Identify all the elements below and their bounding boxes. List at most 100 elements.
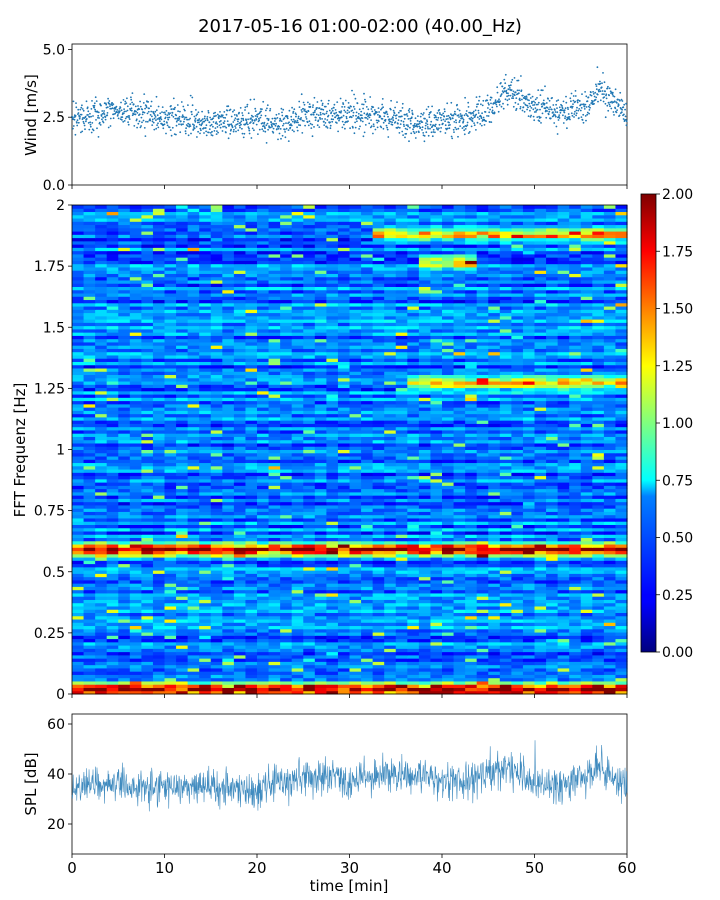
spectrogram-cell [152,632,166,636]
spectrogram-cell [95,596,108,600]
spectrogram-cell [534,596,547,600]
wind-point [126,109,129,112]
wind-point [170,105,172,107]
spectrogram-cell [164,619,177,623]
spectrogram-cell [83,498,96,503]
spectrogram-cell [314,514,327,519]
spectrogram-cell [303,628,316,633]
spectrogram-cell [465,521,478,525]
wind-point [607,101,610,104]
spectrogram-cell [199,514,212,519]
wind-point [192,126,195,128]
spectrogram-cell [361,504,374,509]
spectrogram-cell [522,544,536,548]
spectrogram-cell [337,563,351,568]
spectrogram-cell [164,625,177,630]
spectrogram-cell [569,560,582,565]
wind-point [139,100,142,103]
spectrogram-cell [95,560,108,565]
spectrogram-cell [395,527,408,532]
spectrogram-cell [257,563,270,568]
spectrogram-cell [592,576,605,581]
wind-point [463,125,465,128]
spectrogram-cell [453,550,466,555]
spectrogram-cell [580,645,593,649]
wind-point [397,111,400,114]
wind-point [572,103,574,105]
spectrogram-cell [129,625,142,630]
spectrogram-cell [314,547,327,552]
spectrogram-cell [199,570,212,574]
spectrogram-cell [83,645,96,649]
spectrogram-cell [72,690,85,695]
spectrogram-cell [291,560,304,565]
spectrogram-cell [257,648,270,653]
wind-point [311,123,314,126]
spectrogram-cell [268,534,281,539]
spectrogram-cell [280,576,293,581]
spectrogram-cell [268,563,281,568]
wind-point [423,135,426,137]
spectrogram-cell [199,612,212,617]
spectrogram-cell [222,485,235,490]
wind-point [607,85,609,88]
wind-point [316,124,319,127]
wind-point [281,111,283,114]
spectrogram-cell [164,599,177,604]
wind-point [588,104,591,106]
spectrogram-cell [129,661,142,666]
wind-point [386,113,389,116]
spectrogram-cell [580,628,593,633]
spectrogram-cell [106,680,119,685]
spectrogram-cell [141,514,154,519]
spectrogram-cell [72,612,85,617]
spectrogram-cell [314,592,327,597]
spectrogram-cell [326,658,339,662]
wind-point [506,99,509,102]
wind-point [583,108,586,110]
spectrogram-cell [164,560,177,565]
spectrogram-cell [557,602,570,607]
spectrogram-cell [291,573,304,578]
spectrogram-cell [176,667,189,672]
spectrogram-cell [522,632,536,636]
spectrogram-cell [257,521,270,525]
spectrogram-cell [118,488,131,493]
wind-point [467,132,470,135]
spectrogram-cell [511,664,524,669]
spectrogram-cell [222,658,235,662]
wind-point [219,126,222,129]
wind-point [77,121,80,124]
spectrogram-cell [222,566,235,571]
spectrogram-cell [72,632,85,636]
wind-point [362,135,365,138]
spectrogram-cell [280,684,293,688]
spectrogram-cell [615,553,628,558]
spectrogram-cell [164,537,177,542]
spectrogram-cell [580,609,593,613]
spectrogram-cell [442,563,455,568]
spectrogram-cell [418,534,432,539]
wind-point [416,125,419,128]
spectrogram-cell [280,671,293,675]
spectrogram-cell [268,508,281,512]
spectrogram-cell [176,638,189,643]
spectrogram-cell [257,592,270,597]
wind-point [578,117,580,119]
spectrogram-cell [453,557,466,561]
spectrogram-cell [442,550,455,555]
spectrogram-cell [546,622,559,627]
wind-point [82,109,85,112]
spectrogram-cell [72,534,85,539]
spectrogram-cell [118,605,131,610]
wind-point [521,94,524,97]
wind-point [241,127,243,130]
wind-point [570,112,573,115]
spectrogram-cell [418,599,432,604]
wind-point [271,117,274,120]
spectrogram-cell [349,658,362,662]
spectrogram-cell [418,566,432,571]
spectrogram-cell [603,641,617,646]
spectrogram-cell [280,592,293,597]
spectrogram-cell [95,674,108,679]
